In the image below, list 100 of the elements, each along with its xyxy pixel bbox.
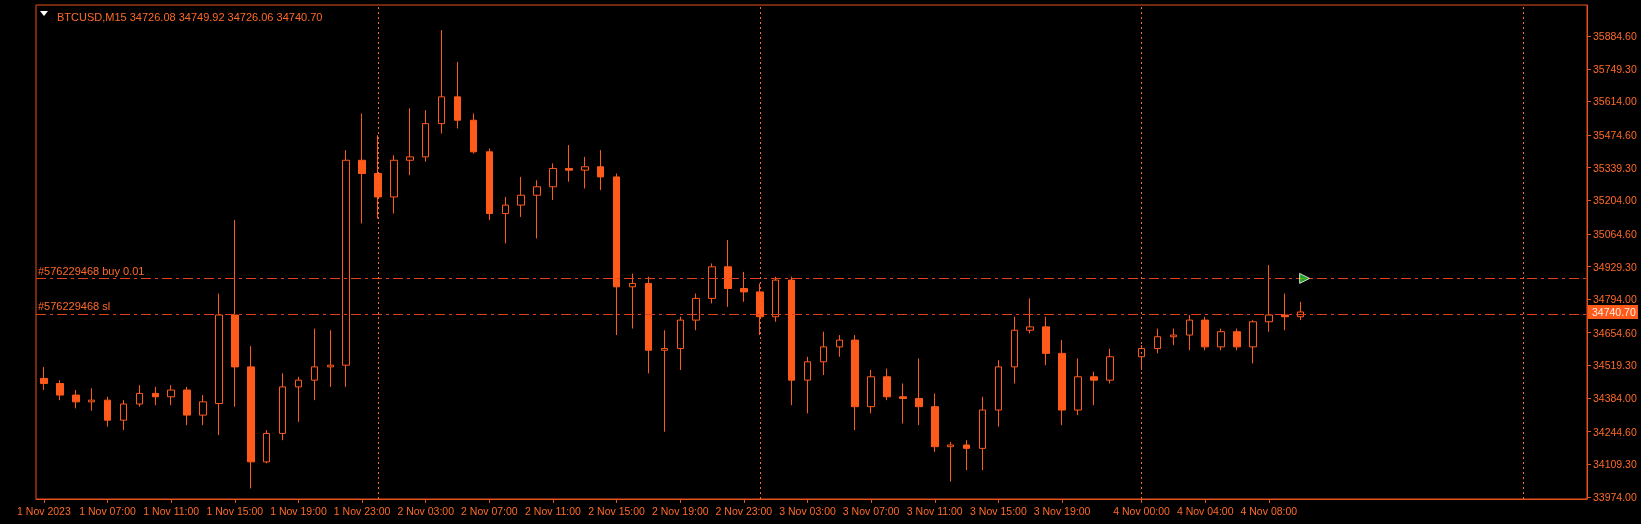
candlestick [851, 334, 859, 431]
x-tick-label: 1 Nov 07:00 [79, 504, 137, 517]
candlestick [502, 196, 509, 244]
candlestick [1042, 316, 1050, 366]
candlestick [883, 368, 891, 401]
candlestick [1074, 357, 1082, 416]
candlestick [327, 329, 334, 388]
candlestick [1058, 339, 1066, 426]
candlestick [120, 399, 127, 431]
candlestick [931, 392, 939, 453]
candlestick [358, 112, 366, 224]
candlestick [422, 109, 429, 163]
text: BTCUSD,M15 34726.08 34749.92 34726.06 34740.70 [57, 10, 323, 23]
candlestick [56, 379, 64, 401]
y-tick-label: 35339.30 [1593, 161, 1637, 174]
x-tick-label: 2 Nov 11:00 [525, 504, 582, 517]
candlestick [263, 429, 270, 464]
x-tick-label: 4 Nov 00:00 [1113, 504, 1171, 517]
candlestick [1249, 319, 1257, 365]
candlestick [40, 366, 48, 391]
y-tick-label: 35884.60 [1593, 30, 1637, 43]
candlestick [597, 149, 604, 191]
candlestick [947, 441, 954, 483]
candlestick [486, 147, 493, 221]
candlestick [247, 345, 255, 489]
candlestick [804, 356, 811, 414]
y-tick-label: 34654.60 [1593, 326, 1637, 339]
candlestick [661, 329, 668, 433]
candlestick [915, 357, 923, 426]
y-tick-label: 35614.00 [1593, 95, 1637, 108]
y-tick-label: 35474.60 [1593, 129, 1637, 142]
candlestick [342, 149, 350, 388]
candlestick [1090, 371, 1098, 406]
candlestick [104, 396, 111, 428]
candlestick [183, 386, 191, 426]
candlestick [788, 276, 795, 406]
candlestick [517, 176, 525, 218]
candlestick [740, 271, 748, 303]
y-tick-label: 34929.30 [1593, 260, 1637, 273]
y-tick-label: 35749.30 [1593, 62, 1637, 75]
candlestick [533, 179, 541, 239]
candlestick [1154, 328, 1161, 354]
candlestick [406, 107, 414, 176]
candlestick [88, 387, 95, 412]
x-tick-label: 1 Nov 2023 [17, 504, 71, 517]
candlestick [645, 276, 652, 374]
candlestick [581, 156, 589, 189]
candlestick [1281, 293, 1289, 331]
x-tick-label: 3 Nov 19:00 [1033, 504, 1091, 517]
x-tick-label: 2 Nov 15:00 [588, 504, 646, 517]
candlestick [390, 154, 398, 215]
y-tick-label: 35204.00 [1593, 194, 1637, 207]
candlestick [724, 239, 732, 308]
y-tick-label: 34794.00 [1593, 293, 1637, 306]
candlestick [677, 316, 684, 371]
candlestick [295, 376, 302, 423]
candlestick [72, 389, 80, 409]
x-tick-label: 2 Nov 19:00 [651, 504, 709, 517]
y-tick-label: 34244.60 [1593, 425, 1637, 438]
candlestick [867, 369, 875, 414]
candlestick [199, 394, 207, 426]
candlestick [215, 293, 223, 436]
x-tick-label: 1 Nov 15:00 [206, 504, 264, 517]
candlestick [1138, 344, 1145, 371]
ref-line-label: #576229468 buy 0.01 [38, 264, 145, 277]
y-tick-label: 35064.60 [1593, 227, 1637, 240]
candlestick [756, 282, 764, 336]
x-tick-label: 1 Nov 23:00 [333, 504, 391, 517]
candlestick [979, 396, 986, 471]
candlestick [772, 276, 779, 323]
candlestick [470, 112, 477, 155]
candlestick [820, 331, 827, 376]
candlestick [629, 273, 636, 330]
candlestick [1170, 328, 1177, 346]
candlestick [899, 383, 907, 425]
x-tick-label: 3 Nov 11:00 [906, 504, 963, 517]
x-tick-label: 3 Nov 15:00 [970, 504, 1027, 517]
candlestick [1026, 297, 1034, 334]
y-tick-label: 34384.00 [1593, 391, 1637, 404]
candlestick [692, 293, 700, 331]
candlestick [1011, 316, 1018, 385]
y-tick-label: 34519.30 [1593, 359, 1637, 372]
candlestick [1233, 328, 1241, 351]
candlestick [963, 439, 970, 471]
candlestick [995, 359, 1002, 428]
text: 34740.70 [1592, 305, 1636, 318]
candlestick [1201, 316, 1209, 351]
candlestick [311, 328, 318, 401]
candlestick [279, 372, 286, 441]
candlestick [136, 384, 143, 408]
candlestick [708, 262, 716, 304]
candlestick [454, 61, 461, 129]
x-tick-label: 1 Nov 19:00 [270, 504, 327, 517]
x-tick-label: 4 Nov 08:00 [1240, 504, 1298, 517]
ref-line-label: #576229468 sl [38, 300, 111, 313]
candlestick [1106, 348, 1114, 385]
x-tick-label: 2 Nov 23:00 [715, 504, 773, 517]
x-tick-label: 4 Nov 04:00 [1176, 504, 1234, 517]
candlestick [549, 162, 557, 201]
x-tick-label: 2 Nov 03:00 [397, 504, 455, 517]
